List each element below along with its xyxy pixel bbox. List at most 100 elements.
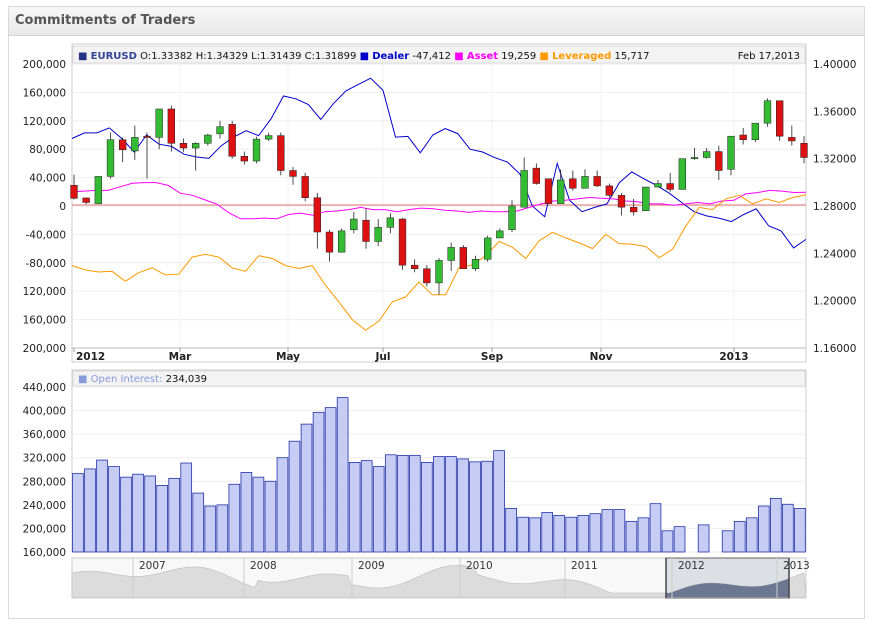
oi-bar <box>421 462 433 553</box>
oi-bar <box>336 397 349 553</box>
legend-dealer-value: -47,412 <box>412 51 451 62</box>
oi-bar <box>252 476 265 553</box>
candle <box>289 166 297 185</box>
candle-body <box>325 231 334 253</box>
oi-bar <box>745 517 758 553</box>
candle-body <box>557 179 565 204</box>
candle <box>192 142 200 171</box>
candle <box>800 136 808 164</box>
right-axis: 1.40000 1.36000 1.32000 1.28000 1.24000 1.200… <box>813 59 856 355</box>
candle <box>763 98 772 127</box>
candle-body <box>447 247 455 261</box>
legend-text: ■ EURUSD O:1.33382 H:1.34329 L:1.31439 C… <box>78 51 649 62</box>
candle-body <box>471 259 480 269</box>
candle-body <box>313 197 321 233</box>
oi-tick-label: 280,000 <box>23 476 66 488</box>
x-axis: 2012 Mar May Jul Sep Nov 2013 <box>73 348 749 363</box>
oi-tick-label: 240,000 <box>23 500 66 512</box>
oi-bars <box>72 397 806 553</box>
oi-bar <box>156 485 168 553</box>
oi-tick-label: 400,000 <box>23 406 66 418</box>
candle <box>179 138 188 152</box>
oi-bar <box>733 520 746 553</box>
candle-body <box>155 108 163 138</box>
x-tick-label: Nov <box>590 351 613 363</box>
panel-header: Commitments of Traders <box>9 7 864 36</box>
legend-asset-label: Asset <box>467 51 498 62</box>
candle <box>678 158 686 190</box>
candle <box>471 255 480 272</box>
left-tick-label: 160,000 <box>23 315 66 327</box>
candle <box>703 148 711 159</box>
oi-bar <box>192 492 205 553</box>
candle <box>204 133 212 146</box>
position-lines <box>71 77 807 331</box>
oi-bar <box>794 507 806 553</box>
navigator-selection-area <box>666 578 789 597</box>
oi-bar <box>649 503 662 553</box>
candle-body <box>374 227 382 242</box>
oi-bar <box>721 530 734 553</box>
candle-body <box>520 170 528 208</box>
left-tick-label: -80,000 <box>25 258 66 270</box>
x-tick-label: 2012 <box>76 351 105 363</box>
x-tick-label: 2013 <box>719 351 748 363</box>
candle <box>715 145 723 180</box>
candle-body <box>751 122 759 140</box>
right-tick-label: 1.32000 <box>813 154 856 166</box>
candle-body <box>362 219 370 242</box>
oi-tick-label: 160,000 <box>23 547 66 559</box>
candle <box>106 132 115 179</box>
legend-close: 1.31899 <box>315 51 356 62</box>
legend-high: 1.34329 <box>207 51 248 62</box>
candle <box>788 125 796 146</box>
candle <box>143 132 151 179</box>
oi-bar <box>505 507 517 553</box>
candle <box>338 228 346 253</box>
candle <box>252 136 261 164</box>
candle <box>167 105 175 152</box>
candle <box>508 200 516 233</box>
legend-leveraged-label: Leveraged <box>552 51 611 62</box>
oi-tick-label: 440,000 <box>23 382 66 394</box>
right-tick-label: 1.20000 <box>813 296 856 308</box>
oi-bar <box>541 512 554 553</box>
candle <box>301 172 309 202</box>
candle <box>119 137 127 163</box>
candle-body <box>411 264 419 269</box>
navigator-years: 2007 2008 2009 2010 2011 2012 2013 <box>132 558 810 598</box>
candle <box>569 170 577 191</box>
oi-bar <box>433 456 445 553</box>
right-tick-label: 1.40000 <box>813 59 856 71</box>
oi-bar <box>396 454 409 553</box>
candle-body <box>763 100 772 124</box>
x-tick-label: May <box>276 351 300 363</box>
oi-bar <box>637 517 650 553</box>
oi-tick-label: 200,000 <box>23 523 66 535</box>
candle-body <box>216 126 224 135</box>
candle-body <box>82 197 90 203</box>
candle <box>386 213 394 234</box>
oi-bar <box>770 497 782 553</box>
candle-body <box>690 157 699 159</box>
oi-bar <box>240 472 253 553</box>
candle-body <box>240 156 248 162</box>
oi-bar <box>72 473 84 553</box>
oi-bar <box>673 526 686 553</box>
navigator-year-label: 2007 <box>139 560 166 572</box>
candle-body <box>544 178 553 204</box>
oi-bar <box>216 504 229 553</box>
oi-bar <box>589 513 602 553</box>
candle-body <box>642 186 650 211</box>
candle-body <box>776 100 784 137</box>
series-line-leveraged <box>71 194 807 331</box>
candle-body <box>131 137 139 152</box>
x-tick-label: Mar <box>169 351 193 363</box>
candle-body <box>617 195 626 208</box>
oi-bar <box>300 423 313 553</box>
candle <box>362 208 370 249</box>
x-tick-label: Jul <box>375 351 391 363</box>
candle-body <box>715 151 723 171</box>
candle <box>739 127 747 145</box>
candle-body <box>277 135 285 171</box>
